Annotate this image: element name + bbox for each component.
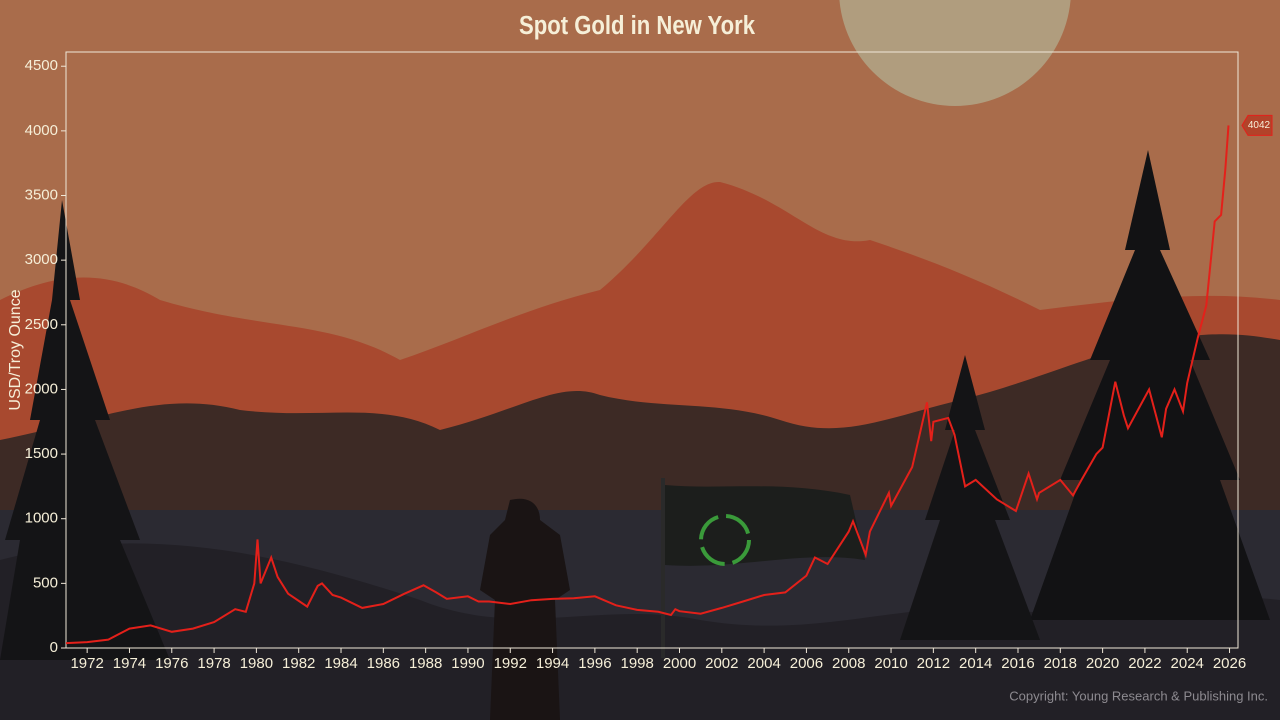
x-tick-label: 1978 [197,655,230,672]
y-axis-label: USD/Troy Ounce [7,289,24,410]
x-tick-label: 2006 [790,655,823,672]
x-tick-label: 2004 [747,655,780,672]
x-tick-label: 2016 [1001,655,1034,672]
y-tick-label: 4000 [25,122,58,139]
last-value-box [1241,114,1273,136]
y-tick-label: 2500 [25,316,58,333]
x-tick-label: 1984 [324,655,357,672]
y-tick-label: 2000 [25,380,58,397]
x-tick-label: 2010 [874,655,907,672]
x-tick-label: 1976 [155,655,188,672]
x-tick-label: 2020 [1086,655,1119,672]
x-tick-label: 1974 [113,655,146,672]
price-line [65,125,1230,645]
x-tick-label: 1982 [282,655,315,672]
plot-frame [65,51,1239,649]
x-tick-label: 1980 [240,655,273,672]
x-tick-label: 1986 [367,655,400,672]
last-value-label: 4042 [1248,120,1271,131]
x-tick-label: 2018 [1044,655,1077,672]
x-tick-label: 2002 [705,655,738,672]
x-tick-label: 2000 [663,655,696,672]
x-tick-label: 2014 [959,655,992,672]
y-tick-label: 1500 [25,445,58,462]
x-tick-label: 1998 [621,655,654,672]
x-tick-label: 1990 [451,655,484,672]
x-tick-label: 1994 [536,655,569,672]
x-tick-label: 2024 [1171,655,1204,672]
y-tick-label: 3000 [25,251,58,268]
x-tick-label: 1996 [578,655,611,672]
x-tick-label: 1972 [70,655,103,672]
chart-title: Spot Gold in New York [519,11,756,40]
y-tick-label: 0 [50,639,58,656]
y-tick-label: 3500 [25,186,58,203]
y-tick-label: 1000 [25,510,58,527]
x-tick-label: 2022 [1128,655,1161,672]
x-tick-label: 2008 [832,655,865,672]
y-tick-label: 4500 [25,57,58,74]
x-tick-label: 1988 [409,655,442,672]
y-tick-label: 500 [33,574,58,591]
copyright: Copyright: Young Research & Publishing I… [1009,688,1268,703]
x-tick-label: 2012 [917,655,950,672]
x-tick-label: 2026 [1213,655,1246,672]
x-tick-label: 1992 [494,655,527,672]
